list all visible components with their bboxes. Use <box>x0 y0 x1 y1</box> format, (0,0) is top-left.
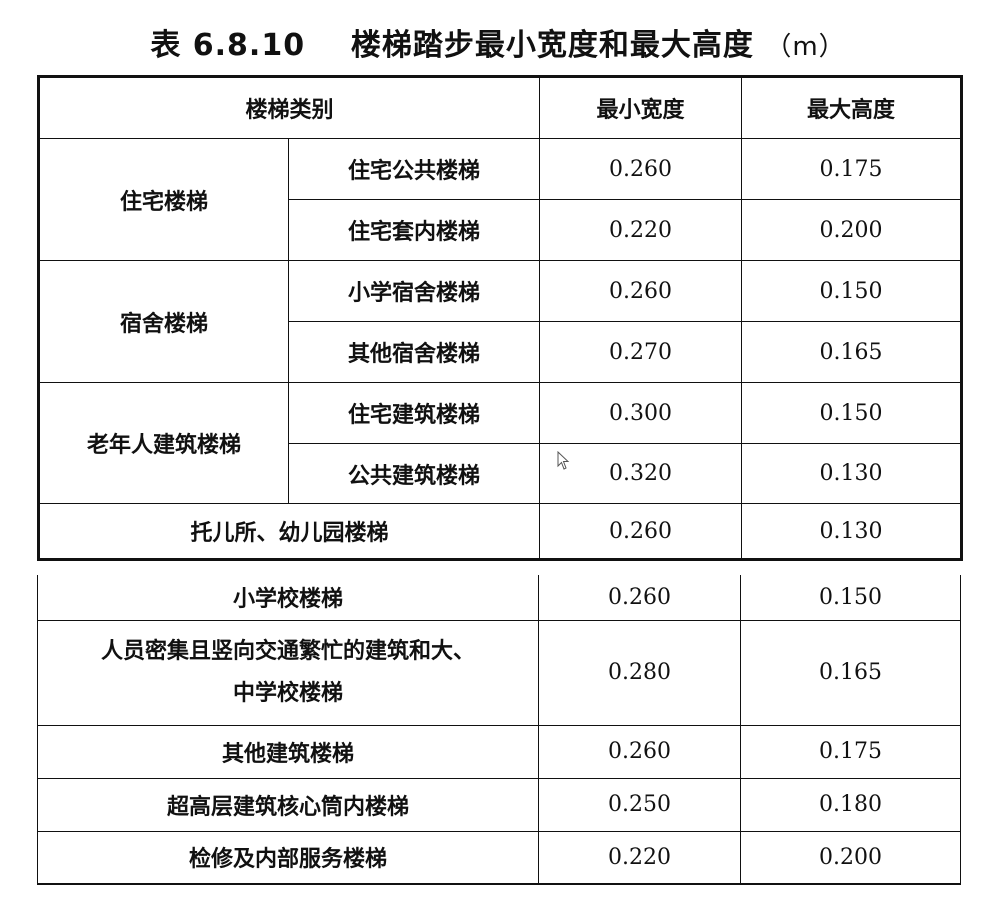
category-name: 其他建筑楼梯 <box>37 724 539 779</box>
stair-table-part1: 楼梯类别 最小宽度 最大高度 住宅楼梯 住宅公共楼梯 0.260 0.175 住… <box>37 75 964 561</box>
max-height-value: 0.150 <box>741 382 963 444</box>
table-row: 小学校楼梯 0.260 0.150 <box>37 575 961 621</box>
unit-label: （m） <box>765 32 846 62</box>
sub-category: 公共建筑楼梯 <box>287 443 541 504</box>
category-name-line1: 人员密集且竖向交通繁忙的建筑和大、 <box>100 638 475 664</box>
group-name: 老年人建筑楼梯 <box>38 382 289 504</box>
table-row: 人员密集且竖向交通繁忙的建筑和大、 中学校楼梯 0.280 0.165 <box>37 619 961 726</box>
max-height-value: 0.130 <box>741 503 963 560</box>
max-height-value: 0.180 <box>740 777 961 832</box>
max-height-value: 0.175 <box>741 138 963 200</box>
min-width-value: 0.300 <box>539 382 743 444</box>
min-width-value: 0.220 <box>539 199 743 261</box>
max-height-value: 0.200 <box>740 830 961 885</box>
sub-category: 住宅套内楼梯 <box>287 199 541 261</box>
header-row: 楼梯类别 最小宽度 最大高度 <box>37 76 963 139</box>
min-width-value: 0.260 <box>539 138 743 200</box>
min-width-value: 0.220 <box>538 830 741 885</box>
stair-table-part2: 小学校楼梯 0.260 0.150 人员密集且竖向交通繁忙的建筑和大、 中学校楼… <box>37 575 961 885</box>
max-height-value: 0.165 <box>740 619 961 726</box>
group-name: 宿舍楼梯 <box>38 260 289 383</box>
category-name: 检修及内部服务楼梯 <box>37 830 539 885</box>
table-row: 住宅套内楼梯 0.220 0.200 <box>39 199 963 261</box>
category-name: 小学校楼梯 <box>37 575 539 621</box>
table-title: 表 6.8.10 楼梯踏步最小宽度和最大高度 （m） <box>0 20 996 64</box>
max-height-value: 0.150 <box>741 260 963 322</box>
table-row: 住宅楼梯 住宅公共楼梯 0.260 0.175 <box>38 138 963 261</box>
max-height-value: 0.130 <box>741 443 963 504</box>
min-width-value: 0.260 <box>538 724 741 779</box>
table-caption: 楼梯踏步最小宽度和最大高度 <box>350 28 754 63</box>
sub-category: 小学宿舍楼梯 <box>287 260 541 322</box>
mouse-pointer-icon <box>557 451 570 470</box>
header-max-height: 最大高度 <box>741 76 963 139</box>
header-category: 楼梯类别 <box>37 76 541 139</box>
min-width-value: 0.260 <box>539 503 743 560</box>
table-row: 检修及内部服务楼梯 0.220 0.200 <box>37 830 961 885</box>
table-number: 表 6.8.10 <box>150 28 306 63</box>
min-width-value: 0.250 <box>538 777 741 832</box>
sub-category: 住宅公共楼梯 <box>287 138 541 200</box>
group-name: 住宅楼梯 <box>38 138 289 261</box>
min-width-value: 0.260 <box>539 260 743 322</box>
min-width-value: 0.260 <box>538 575 741 621</box>
max-height-value: 0.165 <box>741 321 963 383</box>
min-width-value: 0.270 <box>539 321 743 383</box>
table-row: 老年人建筑楼梯 住宅建筑楼梯 0.300 0.150 <box>38 382 963 504</box>
table-row: 超高层建筑核心筒内楼梯 0.250 0.180 <box>37 777 961 832</box>
max-height-value: 0.200 <box>741 199 963 261</box>
max-height-value: 0.175 <box>740 724 961 779</box>
table-row: 宿舍楼梯 小学宿舍楼梯 0.260 0.150 <box>38 260 963 383</box>
sub-category: 其他宿舍楼梯 <box>287 321 541 383</box>
table-row: 其他建筑楼梯 0.260 0.175 <box>37 724 961 779</box>
category-name: 超高层建筑核心筒内楼梯 <box>37 777 539 832</box>
header-min-width: 最小宽度 <box>539 76 743 139</box>
max-height-value: 0.150 <box>740 575 961 621</box>
min-width-value: 0.280 <box>538 619 741 726</box>
category-name: 托儿所、幼儿园楼梯 <box>37 503 541 560</box>
category-name-line2: 中学校楼梯 <box>232 680 343 706</box>
category-name: 人员密集且竖向交通繁忙的建筑和大、 中学校楼梯 <box>37 619 539 726</box>
table-row: 托儿所、幼儿园楼梯 0.260 0.130 <box>37 503 963 560</box>
sub-category: 住宅建筑楼梯 <box>287 382 541 444</box>
